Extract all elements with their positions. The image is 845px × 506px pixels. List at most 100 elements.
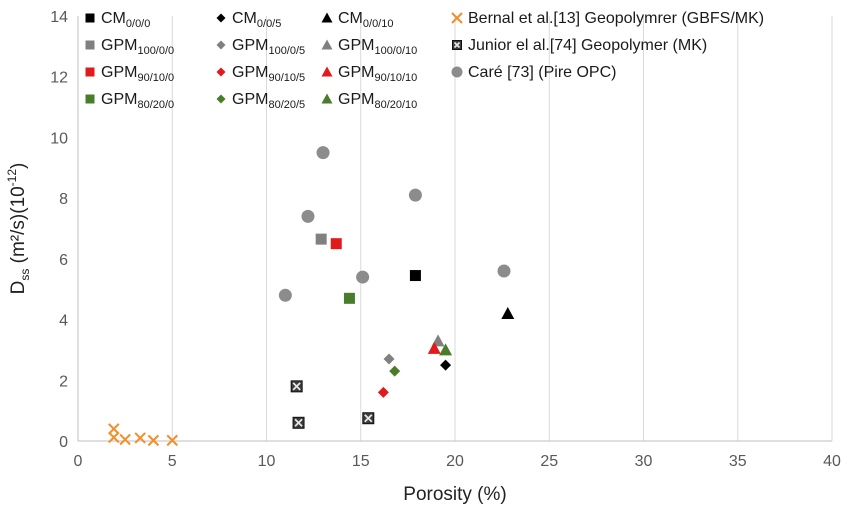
x-tick-label-40: 40 [823, 453, 841, 470]
axes [77, 16, 832, 442]
legend-label-3: GPM80/20/0 [101, 91, 174, 111]
data-points [108, 146, 515, 447]
legend-label-sub-8: 0/0/10 [363, 18, 394, 30]
legend-item-6: GPM90/10/5 [216, 64, 305, 84]
legend-label-sub-0: 0/0/0 [126, 18, 150, 30]
legend-item-7: GPM80/20/5 [216, 91, 305, 111]
series-13 [290, 380, 375, 429]
legend-marker-14 [451, 66, 463, 78]
y-tick-label-14: 14 [50, 9, 68, 26]
series-4 [440, 359, 452, 371]
y-axis-title-sub: ss [18, 269, 32, 281]
legend-marker-13 [452, 40, 462, 50]
x-tick-label-5: 5 [168, 453, 177, 470]
legend-label-base-13: Junior el al.[74] Geopolymer (MK) [468, 37, 707, 54]
legend-label-12: Bernal et al.[13] Geopolymrer (GBFS/MK) [468, 10, 764, 27]
legend-marker-3 [85, 94, 95, 104]
legend-label-base-0: CM [101, 10, 126, 27]
legend-label-sub-5: 100/0/5 [268, 45, 305, 57]
series-6 [377, 386, 389, 398]
series-14 [278, 146, 511, 302]
legend-label-13: Junior el al.[74] Geopolymer (MK) [468, 37, 707, 54]
legend-label-base-7: GPM [232, 91, 268, 108]
legend: CM0/0/0GPM100/0/0GPM90/10/0GPM80/20/0CM0… [85, 10, 764, 111]
data-point-14-2 [408, 188, 422, 202]
y-axis-title: Dss (m²/s)(10-12) [5, 163, 32, 295]
series-0 [409, 270, 421, 282]
legend-marker-9 [321, 39, 333, 50]
legend-label-8: CM0/0/10 [338, 10, 393, 30]
y-tick-label-6: 6 [59, 252, 68, 269]
legend-marker-4 [216, 13, 226, 23]
data-point-4-0 [440, 359, 452, 371]
y-axis-title-base: D [8, 281, 29, 295]
series-3 [343, 292, 355, 304]
legend-label-base-9: GPM [338, 37, 374, 54]
x-tick-label-25: 25 [540, 453, 558, 470]
grid-lines [171, 16, 833, 441]
series-5 [383, 353, 395, 365]
legend-label-4: CM0/0/5 [232, 10, 281, 30]
legend-marker-8 [321, 12, 333, 23]
legend-item-14: Caré [73] (Pire OPC) [451, 64, 616, 81]
legend-marker-0 [85, 13, 95, 23]
legend-marker-2 [85, 67, 95, 77]
legend-label-sub-7: 80/20/5 [268, 99, 305, 111]
legend-label-0: CM0/0/0 [101, 10, 150, 30]
legend-label-2: GPM90/10/0 [101, 64, 174, 84]
data-point-10-0 [427, 341, 441, 354]
legend-label-sub-3: 80/20/0 [137, 99, 174, 111]
legend-label-base-8: CM [338, 10, 363, 27]
legend-label-sub-11: 80/20/10 [374, 99, 417, 111]
data-point-12-1 [108, 431, 120, 444]
series-2 [330, 238, 342, 250]
series-7 [389, 365, 401, 377]
y-axis-title-tail: ) [8, 163, 29, 169]
y-axis-title-rest: (m²/s)(10 [8, 186, 29, 268]
legend-label-base-11: GPM [338, 91, 374, 108]
legend-label-sub-1: 100/0/0 [137, 45, 174, 57]
legend-marker-11 [321, 93, 333, 104]
data-point-0-0 [409, 270, 421, 282]
data-point-2-0 [330, 238, 342, 250]
series-12 [108, 423, 178, 447]
y-tick-label-12: 12 [50, 70, 68, 87]
legend-label-11: GPM80/20/10 [338, 91, 417, 111]
y-axis-title-sup: -12 [5, 169, 19, 187]
legend-item-1: GPM100/0/0 [85, 37, 174, 57]
series-10 [427, 341, 441, 354]
data-point-14-1 [301, 209, 315, 223]
data-point-13-0 [290, 380, 303, 393]
legend-marker-10 [321, 66, 333, 77]
legend-label-base-3: GPM [101, 91, 137, 108]
legend-label-sub-6: 90/10/5 [268, 72, 305, 84]
x-tick-label-30: 30 [635, 453, 653, 470]
data-point-6-0 [377, 386, 389, 398]
legend-label-6: GPM90/10/5 [232, 64, 305, 84]
legend-item-8: CM0/0/10 [321, 10, 393, 30]
data-point-11-0 [439, 343, 453, 356]
legend-label-sub-4: 0/0/5 [257, 18, 281, 30]
legend-item-12: Bernal et al.[13] Geopolymrer (GBFS/MK) [451, 10, 764, 27]
legend-label-base-5: GPM [232, 37, 268, 54]
data-point-13-1 [292, 416, 305, 429]
legend-label-sub-2: 90/10/0 [137, 72, 174, 84]
legend-item-5: GPM100/0/5 [216, 37, 305, 57]
legend-marker-5 [216, 40, 226, 50]
legend-item-4: CM0/0/5 [216, 10, 281, 30]
x-tick-label-35: 35 [729, 453, 747, 470]
legend-label-base-1: GPM [101, 37, 137, 54]
series-1 [315, 233, 327, 245]
legend-label-sub-10: 90/10/10 [374, 72, 417, 84]
legend-label-base-6: GPM [232, 64, 268, 81]
legend-label-base-12: Bernal et al.[13] Geopolymrer (GBFS/MK) [468, 10, 764, 27]
y-tick-label-8: 8 [59, 191, 68, 208]
data-point-13-2 [362, 412, 375, 425]
legend-label-base-14: Caré [73] (Pire OPC) [468, 64, 616, 81]
x-tick-label-15: 15 [352, 453, 370, 470]
data-point-12-2 [119, 433, 131, 446]
legend-marker-12 [451, 12, 463, 24]
legend-label-5: GPM100/0/5 [232, 37, 305, 57]
legend-item-13: Junior el al.[74] Geopolymer (MK) [452, 37, 707, 54]
